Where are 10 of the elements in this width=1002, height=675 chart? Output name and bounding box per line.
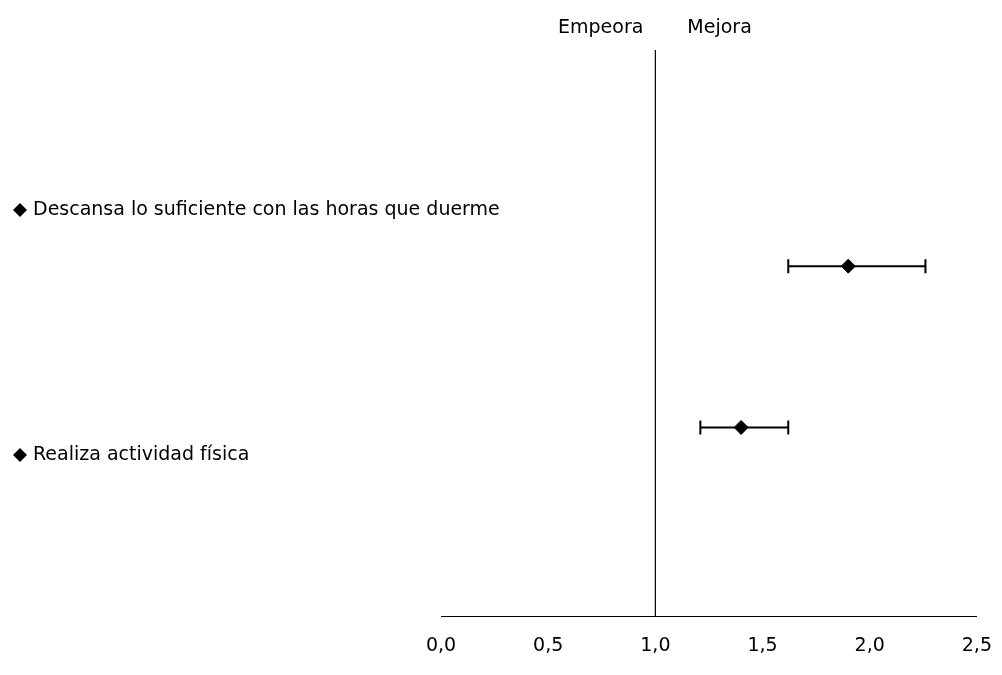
legend-label: Realiza actividad física: [33, 441, 250, 464]
x-tick-label: 0,5: [533, 632, 564, 655]
x-tick-label: 1,5: [747, 632, 778, 655]
text: Mejora: [687, 14, 752, 37]
x-tick-label: 0,0: [425, 632, 457, 655]
x-tick-label: 1,0: [640, 632, 671, 655]
text: Empeora: [558, 14, 644, 37]
x-tick-label: 2,0: [854, 632, 885, 655]
legend-label: Descansa lo suficiente con las horas que duerme: [33, 196, 500, 219]
x-tick-label: 2,5: [961, 632, 992, 655]
